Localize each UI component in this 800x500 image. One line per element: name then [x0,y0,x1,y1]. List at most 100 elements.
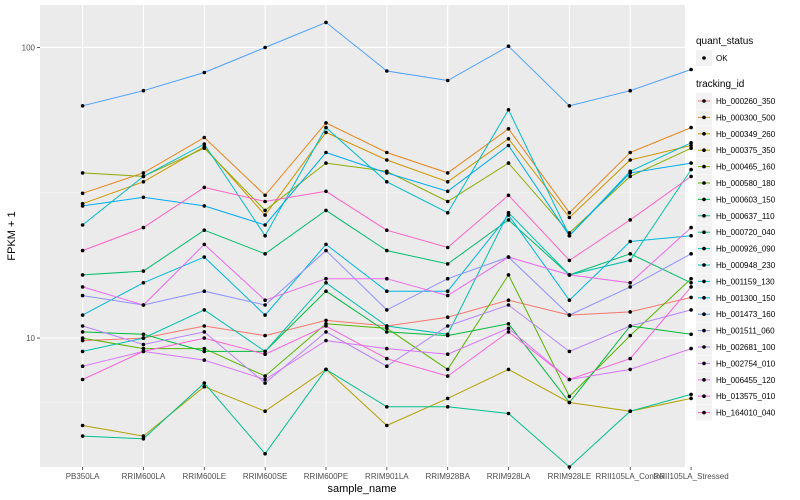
data-point [445,352,450,357]
data-point [567,104,572,108]
data-point [385,356,389,361]
data-point [263,233,267,238]
data-point [445,245,450,250]
data-point [628,324,632,328]
data-point [628,171,632,175]
data-point [506,143,511,148]
data-point [202,324,207,328]
data-point [263,208,267,213]
data-point [263,298,267,303]
data-point [263,223,267,227]
data-point [141,437,146,441]
data-point [628,356,632,361]
data-point [689,233,693,238]
data-point [324,367,328,372]
legend-quant-status: quant_status OK [696,36,753,66]
data-point [506,303,511,307]
data-point [141,171,146,175]
data-point [689,141,693,145]
data-point [80,313,85,317]
x-tick-label: RRIM928LE [548,472,592,481]
data-point [141,346,146,351]
data-point [385,69,389,73]
data-point [324,330,328,334]
legend-label: Hb_013575_010 [716,392,776,401]
data-point [567,215,572,220]
data-point [324,242,328,247]
legend-point [702,99,706,103]
legend-label: Hb_000637_110 [716,212,775,221]
legend-label: Hb_000603_150 [716,195,776,204]
data-point [202,142,207,146]
data-point [506,161,511,165]
data-point [324,130,328,135]
data-point [80,171,85,175]
data-point [202,255,207,259]
data-point [80,204,85,208]
legend-tracking-id: tracking_id Hb_000260_350 Hb_000300_500 Hb… [696,79,776,421]
data-point [567,258,572,263]
data-point [506,137,511,141]
data-point [202,330,207,334]
legend-label: Hb_002681_100 [716,343,776,352]
legend-label: Hb_001473_160 [716,310,776,319]
data-point [385,150,389,155]
x-tick-label: RRIM901LA [365,472,409,481]
legend-label: Hb_000720_040 [716,228,776,237]
data-point [324,121,328,125]
data-point [506,255,511,259]
data-point [567,233,572,238]
data-point [202,358,207,362]
data-point [80,104,85,108]
data-point [628,88,632,93]
legend-point [702,312,706,317]
data-point [385,171,389,175]
data-point [385,423,389,428]
data-point [689,252,693,256]
data-point [263,303,267,307]
y-tick-label: 100 [22,43,36,52]
legend-label: Hb_000926_090 [716,245,776,254]
data-point [567,313,572,317]
data-point [141,269,146,273]
data-point [445,78,450,83]
legend-point [702,115,706,120]
data-point [385,180,389,184]
legend-point [702,214,706,218]
data-point [324,276,328,281]
data-point [628,239,632,244]
data-point [628,333,632,338]
x-tick-label: RRIM600LE [183,472,227,481]
legend-point [702,328,706,333]
legend-point [702,378,706,382]
y-axis-title: FPKM + 1 [6,211,18,260]
data-point [689,143,693,148]
data-point [567,349,572,354]
data-point [506,326,511,331]
data-point [141,342,146,347]
legend-label: Hb_002754_010 [716,359,776,368]
data-point [689,295,693,300]
data-point [506,108,511,112]
data-point [141,332,146,337]
legend-label: Hb_000349_260 [716,130,776,139]
data-point [263,193,267,198]
legend-point [702,361,706,366]
data-point [263,199,267,204]
data-point [202,135,207,140]
legend-label: Hb_164010_040 [716,409,776,418]
legend-label: Hb_000300_500 [716,113,776,122]
data-point [141,349,146,354]
data-point [445,293,450,298]
legend-point [702,345,706,349]
data-point [80,423,85,428]
data-point [202,308,207,312]
data-point [141,88,146,93]
data-point [445,180,450,184]
x-axis: PB350LA RRIM600LA RRIM600LE RRIM600SE RRIM60… [66,467,729,481]
data-point [628,158,632,162]
data-point [567,400,572,405]
data-point [567,394,572,399]
y-axis: 10 100 [22,43,40,343]
